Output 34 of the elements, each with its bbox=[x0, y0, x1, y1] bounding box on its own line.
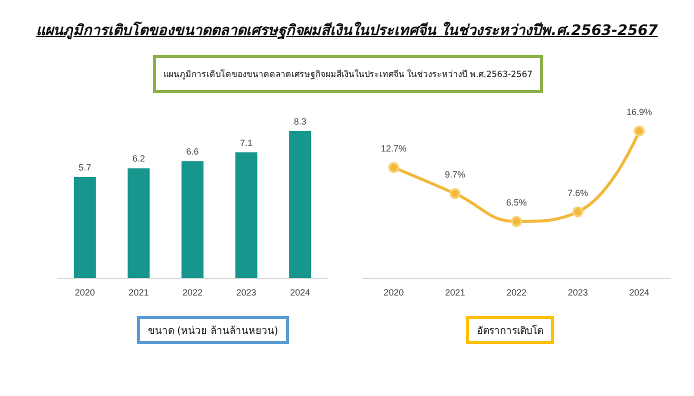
data-label: 6.2 bbox=[132, 154, 145, 164]
data-label: 12.7% bbox=[380, 144, 406, 154]
chart-title: แผนภูมิการเติบโตของขนาดตลาดเศรษฐกิจผมสีเงินในประเทศจีน ในช่วงระหว่างปีพ.ศ.2563-2567 bbox=[35, 20, 659, 41]
data-label: 7.1 bbox=[240, 138, 253, 148]
point bbox=[634, 126, 645, 136]
x-tick-label: 2020 bbox=[384, 288, 404, 298]
point bbox=[511, 216, 522, 227]
bar bbox=[74, 177, 96, 278]
data-label: 6.6 bbox=[186, 146, 199, 157]
bar bbox=[289, 131, 312, 278]
data-label: 16.9% bbox=[626, 107, 652, 117]
x-tick-label: 2022 bbox=[182, 288, 203, 298]
bar bbox=[128, 168, 150, 278]
data-label: 9.7% bbox=[444, 170, 466, 180]
point bbox=[388, 162, 400, 174]
point bbox=[450, 188, 461, 200]
data-label: 6.5% bbox=[506, 197, 527, 208]
text: แผนภูมิการเติบโตของขนาดตลาดเศรษฐกิจผมสีเงินในประเทศจีน ในช่วงระหว่างปี พ.ศ.2563-2567 bbox=[153, 55, 543, 93]
point bbox=[572, 206, 584, 218]
data-label: 5.7 bbox=[78, 162, 92, 173]
x-axis-title: ขนาด (หน่วย ล้านล้านหยวน) bbox=[137, 316, 290, 344]
x-tick-label: 2024 bbox=[629, 288, 650, 298]
bar bbox=[235, 152, 258, 278]
data-label: 7.6% bbox=[568, 188, 588, 198]
x-tick-label: 2023 bbox=[236, 288, 256, 298]
x-tick-label: 2022 bbox=[506, 288, 527, 298]
x-tick-label: 2024 bbox=[290, 288, 310, 298]
data-label: 8.3 bbox=[294, 116, 306, 126]
x-tick-label: 2021 bbox=[128, 288, 149, 298]
x-tick-label: 2021 bbox=[445, 288, 466, 298]
x-tick-label: 2023 bbox=[568, 288, 588, 298]
x-axis-title: อัตราการเติบโต bbox=[466, 316, 554, 344]
bar bbox=[182, 161, 204, 278]
x-tick-label: 2020 bbox=[74, 288, 95, 298]
